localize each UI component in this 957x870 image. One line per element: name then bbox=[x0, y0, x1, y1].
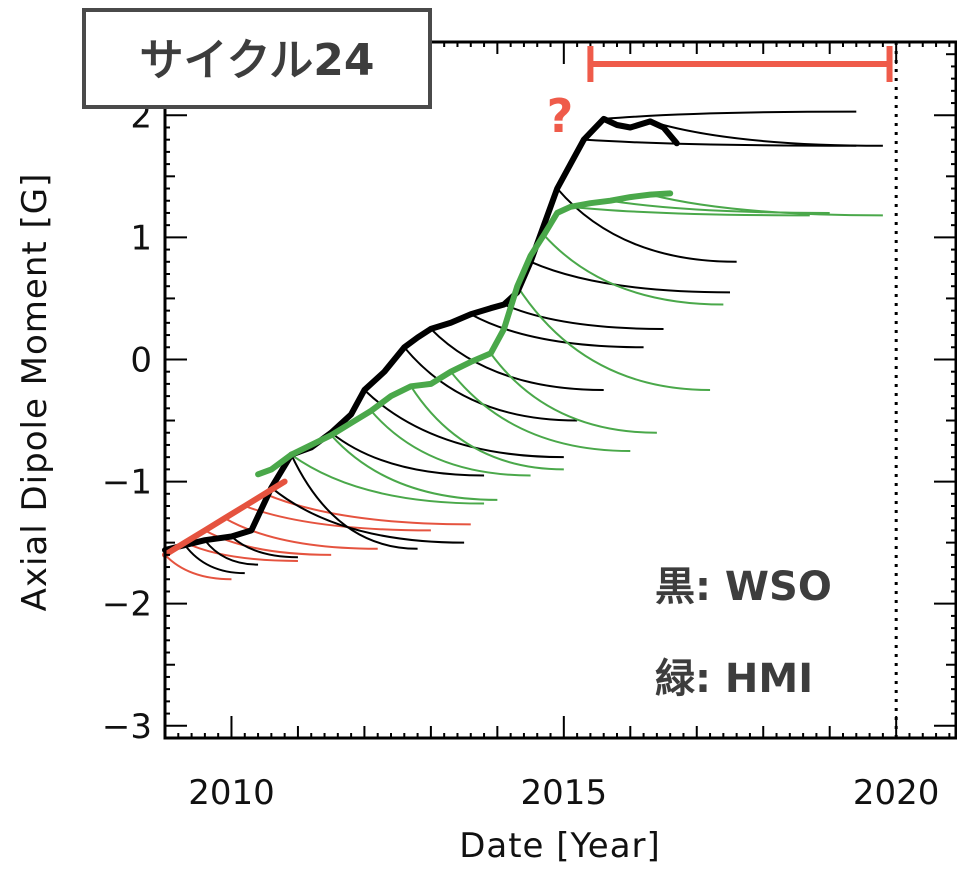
x-tick-label: 2015 bbox=[521, 773, 608, 813]
wso-prediction-curve bbox=[557, 189, 736, 262]
y-tick-label: 0 bbox=[130, 340, 152, 380]
y-tick-label: −1 bbox=[102, 463, 152, 503]
wso-prediction-curve bbox=[531, 262, 730, 293]
prediction-curves bbox=[165, 112, 883, 580]
hmi-prediction-curve bbox=[331, 435, 497, 500]
early-prediction-curve bbox=[205, 530, 331, 554]
y-axis-title: Axial Dipole Moment [G] bbox=[15, 173, 55, 612]
wso-prediction-curve bbox=[604, 112, 857, 119]
series-wso-line bbox=[165, 119, 677, 550]
wso-prediction-curve bbox=[431, 329, 604, 390]
wso-prediction-curve bbox=[364, 390, 563, 457]
cycle-label-box: サイクル24 bbox=[84, 10, 430, 107]
wso-prediction-curve bbox=[185, 545, 245, 573]
wso-prediction-curve bbox=[271, 488, 464, 543]
chart-title: サイクル24 bbox=[139, 35, 374, 86]
range-question-mark: ? bbox=[547, 89, 574, 143]
series-early-line bbox=[165, 482, 285, 555]
hmi-prediction-curve bbox=[544, 235, 723, 305]
x-tick-label: 2010 bbox=[188, 773, 275, 813]
y-tick-label: −2 bbox=[102, 585, 152, 625]
wso-prediction-curve bbox=[291, 455, 417, 549]
y-tick-label: −3 bbox=[102, 707, 152, 747]
y-tick-label: 1 bbox=[130, 218, 152, 258]
wso-prediction-curve bbox=[504, 305, 664, 329]
series-hmi-line bbox=[258, 193, 670, 474]
legend-hmi: 緑: HMI bbox=[655, 656, 813, 702]
wso-prediction-curve bbox=[231, 537, 297, 558]
x-tick-label: 2020 bbox=[853, 773, 940, 813]
x-axis-title: Date [Year] bbox=[459, 826, 661, 866]
hmi-prediction-curve bbox=[650, 195, 883, 216]
legend-wso: 黒: WSO bbox=[655, 564, 832, 610]
wso-prediction-curve bbox=[650, 121, 883, 145]
